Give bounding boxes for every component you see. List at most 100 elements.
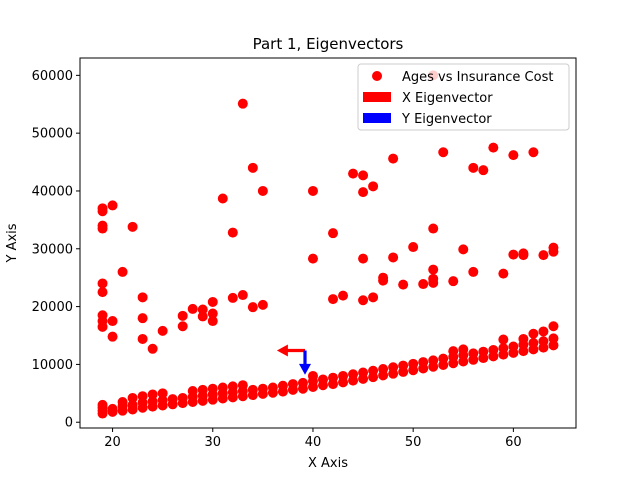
data-point [127,221,138,232]
data-point [97,203,108,214]
data-point [478,165,489,176]
data-point [428,355,439,366]
x-tick-label: 50 [405,435,422,450]
data-point [157,325,168,336]
data-point [177,310,188,321]
data-point [468,162,479,173]
data-point [97,310,108,321]
legend: Ages vs Insurance Cost X Eigenvector Y E… [357,63,570,131]
data-point [237,380,248,391]
data-point [97,220,108,231]
data-point [358,367,369,378]
data-point [398,279,409,290]
data-point [287,379,298,390]
data-point [518,248,529,259]
data-point [478,346,489,357]
data-point [418,279,429,290]
data-point [448,276,459,287]
data-point [117,266,128,277]
y-tick-label: 50000 [32,127,73,142]
data-point [107,316,118,327]
data-point [348,168,359,179]
data-point [488,142,499,153]
axis-ticks: 20 30 40 50 60 0 10000 20000 30000 40000 50000 6000… [32,69,522,450]
data-point [137,292,148,303]
data-point [217,193,228,204]
data-point [147,343,158,354]
data-point [428,223,439,234]
data-point [307,370,318,381]
data-point [468,348,479,359]
data-point [137,333,148,344]
data-point [548,321,559,332]
data-point [177,392,188,403]
data-point [358,295,369,306]
data-point [127,399,138,410]
data-point [338,290,349,301]
data-point [187,303,198,314]
data-point [237,98,248,109]
data-point [187,386,198,396]
data-point [508,249,519,260]
data-point [97,399,108,410]
y-tick-label: 20000 [32,300,73,315]
data-point [247,302,258,313]
legend-box [357,63,570,131]
data-point [528,147,539,158]
data-point [368,292,379,303]
data-point [468,266,479,277]
data-point [508,341,519,352]
data-point [247,162,258,173]
data-point [197,384,208,395]
data-point [257,185,268,196]
data-point [498,334,509,345]
data-point [328,294,339,305]
y-tick-label: 40000 [32,184,73,199]
chart-marks [97,70,559,419]
plot-frame [79,57,577,429]
data-point [207,296,218,307]
legend-label-scatter: Ages vs Insurance Cost [402,70,553,85]
data-point [348,369,359,380]
y-tick-label: 10000 [32,358,73,373]
legend-label-y-eigenvector: Y Eigenvector [401,112,492,127]
data-point [317,374,328,385]
y-axis-label: Y Axis [5,223,20,263]
data-point [217,382,228,393]
data-point [157,388,168,399]
data-point [307,253,318,264]
x-tick-label: 40 [305,435,322,450]
data-point [388,252,399,263]
data-point [127,392,138,403]
x-tick-label: 60 [505,435,522,450]
data-point [378,272,389,283]
x-tick-label: 30 [204,435,221,450]
data-point [307,185,318,196]
y-tick-label: 0 [65,416,73,431]
data-point [458,244,469,255]
data-point [448,346,459,357]
data-point [548,340,559,351]
data-point [368,181,379,192]
data-point [408,358,419,369]
data-point [528,328,539,339]
data-point [157,395,168,406]
data-point [508,150,519,161]
data-point [107,331,118,342]
data-point [458,344,469,355]
data-point [107,403,118,414]
data-point [358,187,369,198]
data-point [338,370,349,381]
data-point [177,321,188,332]
legend-scatter-marker [372,71,382,81]
data-point [117,396,128,407]
data-point [267,382,278,393]
x-tick-label: 20 [104,435,121,450]
data-point [137,391,148,402]
data-point [438,147,449,158]
data-point [358,253,369,264]
data-point [548,333,559,344]
data-point [408,242,419,253]
data-point [147,396,158,407]
y-tick-label: 60000 [32,69,73,84]
